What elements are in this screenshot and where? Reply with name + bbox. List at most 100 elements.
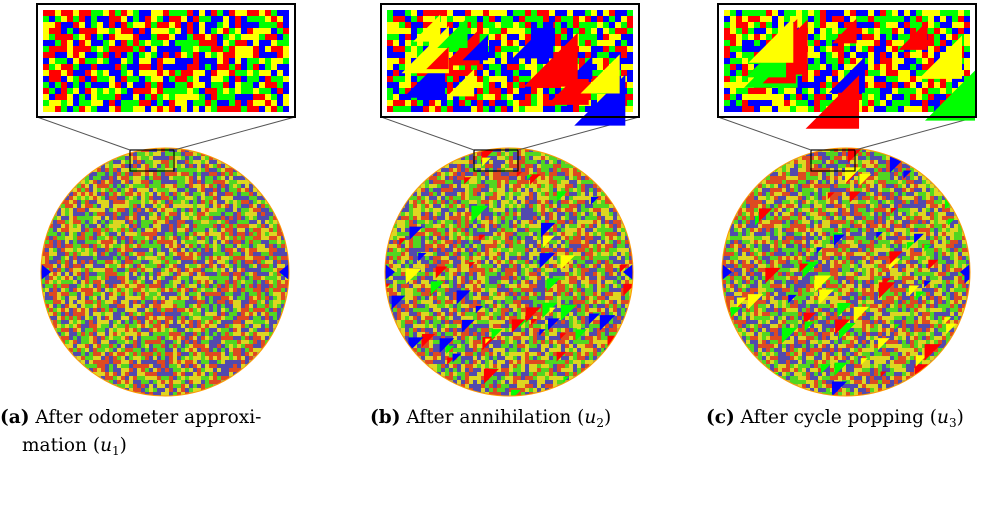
disk-cell <box>257 296 261 300</box>
disk-cell <box>185 284 189 288</box>
disk-cell <box>121 288 125 292</box>
disk-cell <box>525 156 529 160</box>
disk-cell <box>449 168 453 172</box>
disk-cell <box>193 196 197 200</box>
disk-cell <box>177 376 181 380</box>
inset-cell <box>181 58 187 64</box>
disk-cell <box>509 208 513 212</box>
disk-cell <box>229 224 233 228</box>
disk-cell <box>213 336 217 340</box>
disk-cell <box>141 156 145 160</box>
inset-cell <box>277 106 283 112</box>
disk-cell <box>213 248 217 252</box>
disk-cell <box>257 232 261 236</box>
disk-cell <box>573 176 577 180</box>
disk-cell <box>193 276 197 280</box>
disk-cell <box>509 232 513 236</box>
disk-cell <box>93 200 97 204</box>
inset-cell <box>259 100 265 106</box>
disk-cell <box>497 232 501 236</box>
disk-cell <box>97 308 101 312</box>
disk-cell <box>445 188 449 192</box>
disk-cell <box>105 272 109 276</box>
inset-cell <box>73 10 79 16</box>
inset-cell <box>283 76 289 82</box>
disk-cell <box>269 240 273 244</box>
disk-cell <box>473 224 477 228</box>
inset-cell <box>193 76 199 82</box>
inset-cell <box>253 52 259 58</box>
disk-cell <box>141 272 145 276</box>
disk-cell <box>157 336 161 340</box>
disk-cell <box>153 364 157 368</box>
disk-cell <box>53 240 57 244</box>
disk-cell <box>561 220 565 224</box>
disk-cell <box>205 260 209 264</box>
disk-cell <box>529 244 533 248</box>
disk-cell <box>229 180 233 184</box>
inset-cell <box>175 100 181 106</box>
disk-cell <box>73 220 77 224</box>
disk-cell <box>161 384 165 388</box>
edge-marker-left <box>41 264 51 280</box>
disk-cell <box>533 200 537 204</box>
disk-cell <box>153 288 157 292</box>
disk-cell <box>269 224 273 228</box>
disk-cell <box>241 308 245 312</box>
disk-cell <box>161 272 165 276</box>
disk-cell <box>137 316 141 320</box>
inset-cell <box>205 100 211 106</box>
disk-cell <box>209 368 213 372</box>
disk-cell <box>149 368 153 372</box>
disk-cell <box>509 188 513 192</box>
inset-cell <box>187 40 193 46</box>
disk-cell <box>109 312 113 316</box>
disk-cell <box>545 176 549 180</box>
disk-cell <box>221 192 225 196</box>
disk-cell <box>461 232 465 236</box>
disk-cell <box>213 324 217 328</box>
disk-cell <box>65 248 69 252</box>
disk-cell <box>169 268 173 272</box>
disk-cell <box>233 312 237 316</box>
disk-cell <box>529 224 533 228</box>
disk-cell <box>81 320 85 324</box>
disk-cell <box>189 340 193 344</box>
inset-cell <box>139 16 145 22</box>
disk-cell <box>253 192 257 196</box>
disk-cell <box>597 232 601 236</box>
disk-cell <box>257 252 261 256</box>
disk-cell <box>277 252 281 256</box>
disk-cell <box>525 228 529 232</box>
disk-cell <box>261 280 265 284</box>
disk-cell <box>217 248 221 252</box>
disk-cell <box>129 236 133 240</box>
disk-cell <box>189 360 193 364</box>
disk-cell <box>65 252 69 256</box>
disk-cell <box>421 240 425 244</box>
inset-cell <box>91 106 97 112</box>
disk-cell <box>261 216 265 220</box>
disk-cell <box>125 188 129 192</box>
disk-cell <box>549 188 553 192</box>
disk-cell <box>585 204 589 208</box>
disk-cell <box>533 156 537 160</box>
disk-cell <box>429 228 433 232</box>
disk-cell <box>269 332 273 336</box>
disk-cell <box>565 212 569 216</box>
disk-cell <box>85 240 89 244</box>
disk-cell <box>589 236 593 240</box>
disk-cell <box>201 340 205 344</box>
disk-cell <box>529 236 533 240</box>
disk-cell <box>189 224 193 228</box>
disk-cell <box>217 368 221 372</box>
disk-cell <box>101 292 105 296</box>
disk-cell <box>185 304 189 308</box>
inset-cell <box>115 88 121 94</box>
disk-cell <box>273 216 277 220</box>
disk-cell <box>537 212 541 216</box>
disk-cell <box>137 340 141 344</box>
disk-cell <box>465 216 469 220</box>
disk-cell <box>49 244 53 248</box>
disk-cell <box>269 236 273 240</box>
